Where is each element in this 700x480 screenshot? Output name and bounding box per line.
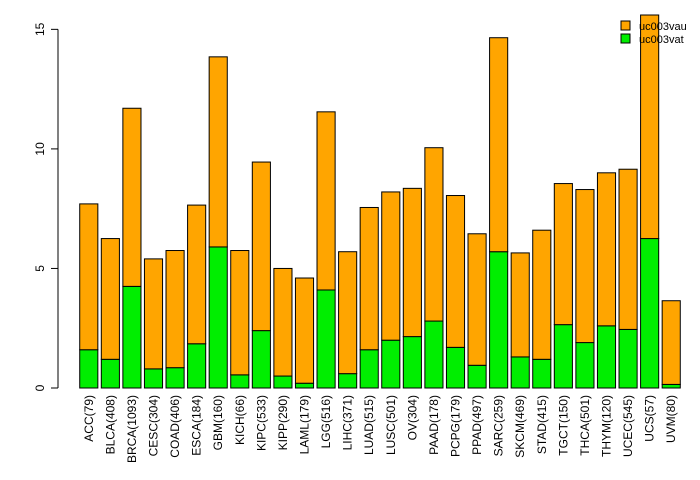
bar-uc003vau [294, 277, 315, 384]
bar-uc003vau [489, 37, 509, 253]
bar-uc003vau [79, 203, 99, 351]
bar-uc003vau [596, 172, 617, 327]
x-tick-label: THCA(501) [578, 395, 592, 456]
x-tick-label: ESCA(184) [190, 395, 204, 456]
bar-uc003vat [467, 364, 487, 389]
x-tick-label: PAAD(178) [427, 395, 441, 455]
bar-uc003vau [359, 206, 379, 351]
bar-uc003vau [143, 258, 164, 370]
bar-uc003vat [381, 339, 401, 389]
legend-label: uc003vat [639, 34, 684, 46]
bar-uc003vau [100, 238, 120, 360]
bar-uc003vat [640, 238, 660, 389]
bar-uc003vat [230, 374, 250, 389]
bar-uc003vat [273, 375, 293, 389]
bar-uc003vau [316, 111, 336, 291]
bar-uc003vat [79, 349, 99, 389]
bar-uc003vau [381, 191, 401, 341]
legend-swatch [620, 20, 631, 31]
x-tick-label: SARC(259) [492, 395, 506, 456]
bar-uc003vau [553, 183, 573, 326]
x-tick-label: PCPG(179) [449, 395, 463, 457]
bar-uc003vat [122, 285, 142, 389]
x-tick-label: LGG(516) [319, 395, 333, 448]
bar-uc003vat [143, 368, 164, 389]
bar-uc003vat [294, 382, 315, 389]
x-tick-label: UVM(80) [664, 395, 678, 443]
x-tick-label: PPAD(497) [470, 395, 484, 455]
x-tick-label: TGCT(150) [556, 395, 570, 456]
x-tick-label: KIPC(533) [254, 395, 268, 451]
bar-uc003vat [596, 325, 617, 389]
bar-uc003vau [230, 250, 250, 376]
y-tick-label: 5 [33, 265, 47, 272]
bar-uc003vau [251, 161, 271, 332]
bar-uc003vau [424, 147, 444, 322]
bar-uc003vau [467, 233, 487, 366]
bar-uc003vat [187, 343, 207, 389]
x-tick-label: GBM(160) [211, 395, 225, 450]
bar-uc003vau [402, 187, 422, 338]
x-tick-label: LUSC(501) [384, 395, 398, 455]
bar-uc003vat [661, 383, 681, 389]
bar-uc003vau [165, 250, 185, 369]
legend-label: uc003vau [639, 21, 687, 33]
bar-uc003vau [273, 267, 293, 377]
x-tick-label: KIPP(290) [276, 395, 290, 450]
bar-uc003vat [445, 346, 466, 389]
bar-uc003vau [532, 229, 552, 360]
bar-uc003vau [661, 300, 681, 385]
bar-uc003vat [424, 320, 444, 389]
bar-uc003vau [575, 189, 595, 344]
x-tick-label: OV(304) [405, 395, 419, 440]
bar-uc003vau [122, 107, 142, 287]
bar-uc003vau [338, 251, 358, 375]
bar-uc003vat [251, 330, 271, 389]
x-tick-label: ACC(79) [82, 395, 96, 442]
y-tick-label: 10 [33, 142, 47, 156]
x-tick-label: UCS(57) [643, 395, 657, 442]
y-tick-label: 0 [33, 384, 47, 391]
bar-uc003vat [575, 342, 595, 389]
bar-uc003vat [489, 251, 509, 389]
x-axis-labels: ACC(79) BLCA(408) BRCA(1093) CESC(304) COAD(… [82, 395, 678, 463]
bar-uc003vat [553, 324, 573, 389]
bar-uc003vau [208, 56, 228, 248]
bar-uc003vau [618, 168, 638, 330]
bar-uc003vat [338, 373, 358, 389]
y-axis: 0 5 10 15 [33, 22, 59, 391]
x-tick-label: KICH(66) [233, 395, 247, 445]
bar-uc003vat [165, 367, 185, 389]
bar-uc003vat [359, 349, 379, 389]
bar-uc003vat [100, 358, 120, 389]
x-tick-label: SKCM(469) [513, 395, 527, 458]
x-tick-label: LIHC(371) [341, 395, 355, 450]
legend-swatch [620, 33, 631, 44]
x-tick-label: LUAD(515) [362, 395, 376, 455]
y-tick-label: 15 [33, 22, 47, 36]
x-tick-label: BLCA(408) [103, 395, 117, 454]
x-tick-label: LAML(179) [298, 395, 312, 454]
x-tick-label: COAD(406) [168, 395, 182, 458]
x-tick-label: CESC(304) [147, 395, 161, 456]
bar-uc003vau [445, 195, 466, 348]
bar-uc003vat [208, 246, 228, 389]
bar-uc003vat [532, 358, 552, 389]
bar-uc003vat [402, 336, 422, 389]
x-tick-label: STAD(415) [535, 395, 549, 454]
bar-uc003vat [510, 356, 530, 389]
x-tick-label: BRCA(1093) [125, 395, 139, 463]
bar-uc003vau [510, 252, 530, 358]
bar-uc003vau [187, 204, 207, 345]
bar-uc003vat [618, 328, 638, 389]
x-tick-label: THYM(120) [600, 395, 614, 457]
bar-uc003vat [316, 289, 336, 389]
bars [79, 14, 681, 389]
x-tick-label: UCEC(545) [621, 395, 635, 457]
bar-uc003vau [640, 14, 660, 240]
